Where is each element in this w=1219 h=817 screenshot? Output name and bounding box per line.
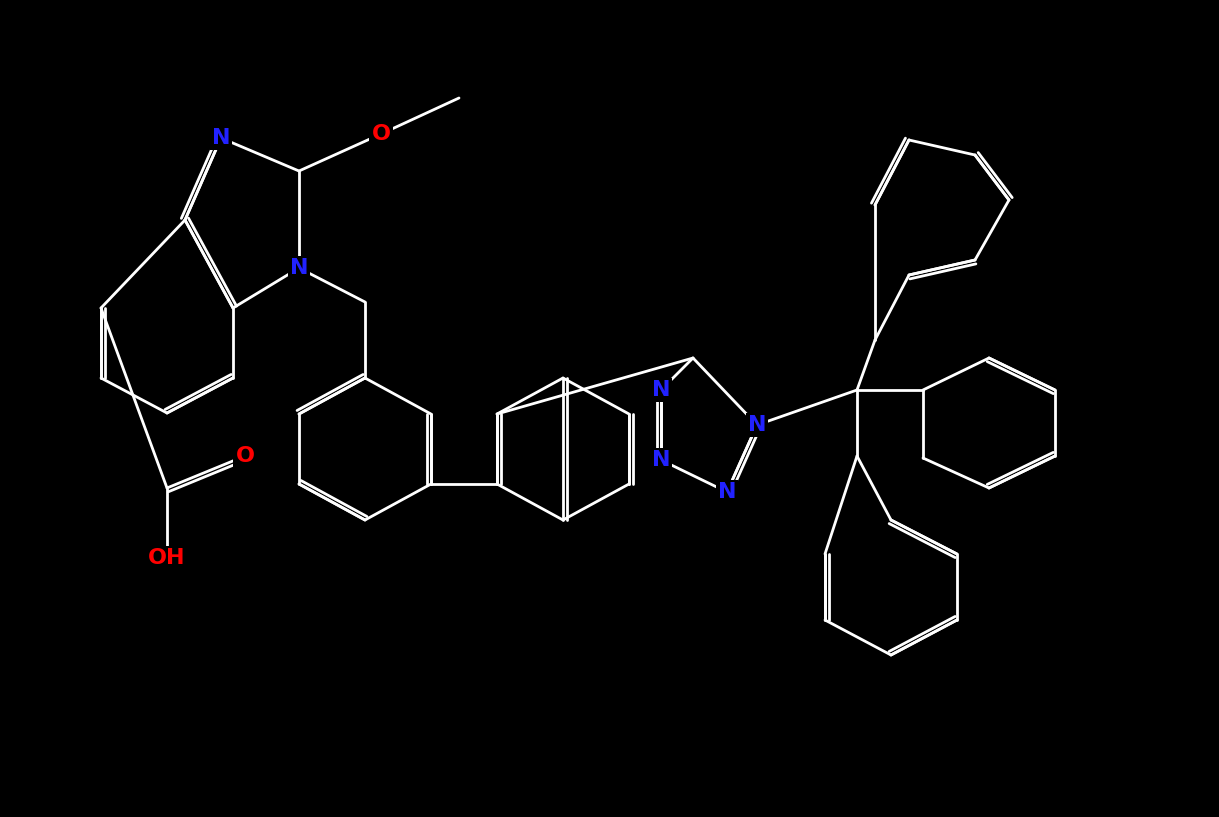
Text: N: N (747, 415, 767, 435)
Text: N: N (290, 258, 308, 278)
Text: N: N (652, 380, 670, 400)
Text: O: O (235, 446, 255, 466)
Text: N: N (212, 128, 230, 148)
Text: OH: OH (149, 548, 185, 568)
Text: N: N (718, 482, 736, 502)
Text: N: N (652, 450, 670, 470)
Text: O: O (372, 124, 390, 144)
